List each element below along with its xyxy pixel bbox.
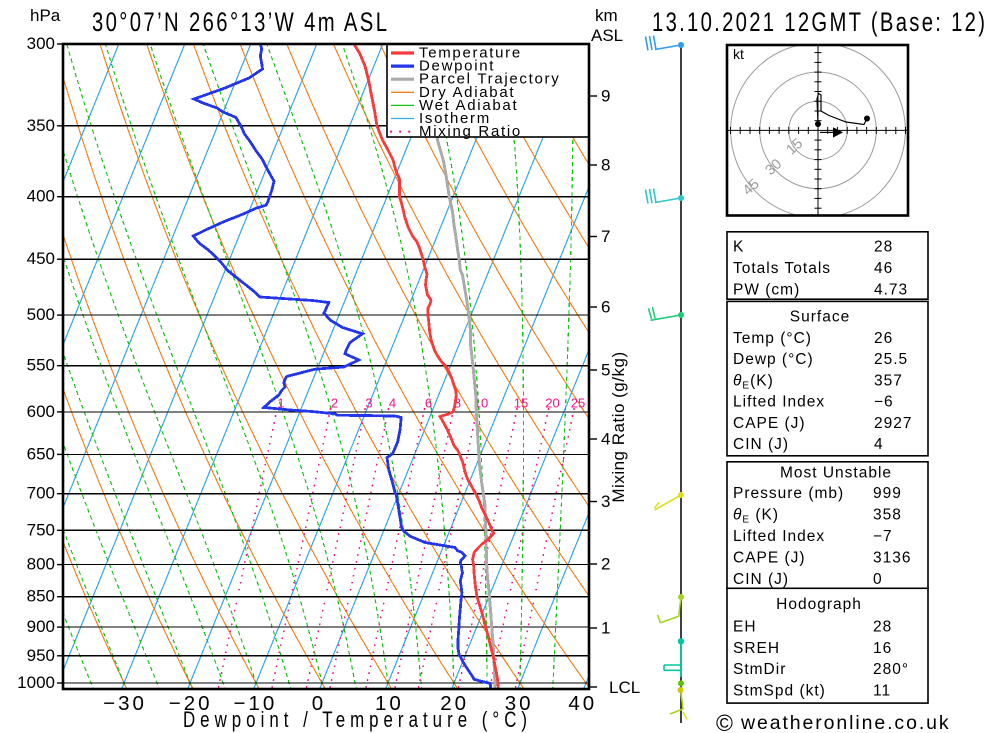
svg-text:15: 15 <box>514 396 528 411</box>
svg-text:950: 950 <box>27 646 55 665</box>
svg-text:Lifted Index: Lifted Index <box>733 394 825 411</box>
svg-text:11: 11 <box>873 682 891 699</box>
svg-text:900: 900 <box>27 617 55 636</box>
svg-text:PW (cm): PW (cm) <box>733 282 800 299</box>
svg-text:20: 20 <box>545 396 559 411</box>
svg-text:Wet Adiabat: Wet Adiabat <box>419 97 518 114</box>
svg-text:46: 46 <box>874 260 893 277</box>
svg-text:ASL: ASL <box>591 26 623 45</box>
svg-text:4.73: 4.73 <box>874 282 908 299</box>
svg-text:8: 8 <box>601 156 610 175</box>
svg-text:EH: EH <box>733 619 757 636</box>
svg-text:850: 850 <box>27 587 55 606</box>
svg-text:CAPE (J): CAPE (J) <box>733 549 806 566</box>
svg-text:−7: −7 <box>873 528 893 545</box>
svg-text:10: 10 <box>375 692 404 715</box>
svg-text:700: 700 <box>27 484 55 503</box>
svg-text:7: 7 <box>601 227 610 246</box>
svg-text:400: 400 <box>27 187 55 206</box>
svg-text:16: 16 <box>873 640 892 657</box>
svg-text:Isotherm: Isotherm <box>419 110 491 127</box>
svg-text:Mixing Ratio: Mixing Ratio <box>419 123 522 140</box>
svg-text:1000: 1000 <box>17 673 55 692</box>
svg-text:4: 4 <box>389 396 396 411</box>
svg-text:Lifted Index: Lifted Index <box>733 528 825 545</box>
svg-text:−30: −30 <box>103 692 147 715</box>
svg-text:550: 550 <box>27 356 55 375</box>
svg-text:750: 750 <box>27 520 55 539</box>
svg-text:θE (K): θE (K) <box>733 507 779 526</box>
svg-text:28: 28 <box>874 238 893 255</box>
svg-text:20: 20 <box>440 692 469 715</box>
svg-text:1: 1 <box>277 396 284 411</box>
svg-text:5: 5 <box>601 361 610 380</box>
svg-text:4: 4 <box>874 436 884 453</box>
svg-text:Surface: Surface <box>790 309 850 326</box>
svg-text:Most Unstable: Most Unstable <box>780 464 892 481</box>
svg-text:Temperature: Temperature <box>419 45 522 62</box>
svg-text:SREH: SREH <box>733 640 780 657</box>
svg-text:358: 358 <box>873 507 902 524</box>
svg-text:6: 6 <box>601 298 610 317</box>
svg-text:1: 1 <box>601 619 610 638</box>
svg-text:28: 28 <box>873 619 892 636</box>
svg-text:3: 3 <box>601 492 610 511</box>
svg-text:Dewpoint: Dewpoint <box>419 58 495 75</box>
svg-text:Temp (°C): Temp (°C) <box>733 330 812 347</box>
svg-text:2927: 2927 <box>874 415 912 432</box>
svg-text:25: 25 <box>571 396 585 411</box>
svg-text:3136: 3136 <box>873 549 911 566</box>
svg-text:−6: −6 <box>874 394 894 411</box>
svg-text:Parcel Trajectory: Parcel Trajectory <box>419 71 560 88</box>
svg-text:0: 0 <box>873 571 883 588</box>
svg-text:CAPE (J): CAPE (J) <box>733 415 806 432</box>
svg-text:4: 4 <box>601 430 610 449</box>
svg-text:©: © <box>716 710 733 733</box>
svg-text:3: 3 <box>365 396 372 411</box>
svg-text:−10: −10 <box>234 692 278 715</box>
svg-text:Pressure (mb): Pressure (mb) <box>733 485 844 502</box>
svg-text:km: km <box>595 6 618 25</box>
svg-text:40: 40 <box>568 692 597 715</box>
svg-text:9: 9 <box>601 87 610 106</box>
svg-text:weatheronline.co.uk: weatheronline.co.uk <box>740 712 951 733</box>
svg-text:300: 300 <box>27 34 55 53</box>
svg-text:−20: −20 <box>169 692 213 715</box>
svg-text:30: 30 <box>505 692 534 715</box>
svg-text:13.10.2021 12GMT (Base: 12): 13.10.2021 12GMT (Base: 12) <box>652 7 985 38</box>
svg-text:600: 600 <box>27 402 55 421</box>
svg-text:Totals Totals: Totals Totals <box>733 260 831 277</box>
svg-text:26: 26 <box>874 330 893 347</box>
svg-text:Hodograph: Hodograph <box>776 596 862 613</box>
svg-text:K: K <box>733 238 744 255</box>
svg-text:2: 2 <box>331 396 338 411</box>
svg-text:999: 999 <box>873 485 902 502</box>
svg-text:StmSpd (kt): StmSpd (kt) <box>733 682 826 699</box>
svg-text:2: 2 <box>601 555 610 574</box>
svg-text:CIN (J): CIN (J) <box>733 571 789 588</box>
svg-text:Dewpoint / Temperature (°C): Dewpoint / Temperature (°C) <box>183 708 527 733</box>
svg-text:kt: kt <box>733 46 744 62</box>
svg-text:25.5: 25.5 <box>874 351 908 368</box>
svg-text:357: 357 <box>874 372 903 389</box>
svg-text:θE(K): θE(K) <box>733 372 774 391</box>
svg-text:Dewp (°C): Dewp (°C) <box>733 351 814 368</box>
svg-text:CIN (J): CIN (J) <box>733 436 789 453</box>
svg-text:StmDir: StmDir <box>733 661 786 678</box>
svg-text:8: 8 <box>454 396 461 411</box>
svg-text:650: 650 <box>27 444 55 463</box>
svg-text:Mixing Ratio (g/kg): Mixing Ratio (g/kg) <box>609 351 628 502</box>
svg-text:0: 0 <box>312 692 326 715</box>
svg-text:500: 500 <box>27 305 55 324</box>
svg-text:6: 6 <box>425 396 432 411</box>
svg-text:450: 450 <box>27 249 55 268</box>
svg-text:800: 800 <box>27 555 55 574</box>
svg-text:350: 350 <box>27 116 55 135</box>
svg-text:280°: 280° <box>873 661 909 678</box>
svg-text:LCL: LCL <box>609 678 640 697</box>
svg-text:Dry Adiabat: Dry Adiabat <box>419 84 515 101</box>
svg-text:hPa: hPa <box>30 6 61 25</box>
